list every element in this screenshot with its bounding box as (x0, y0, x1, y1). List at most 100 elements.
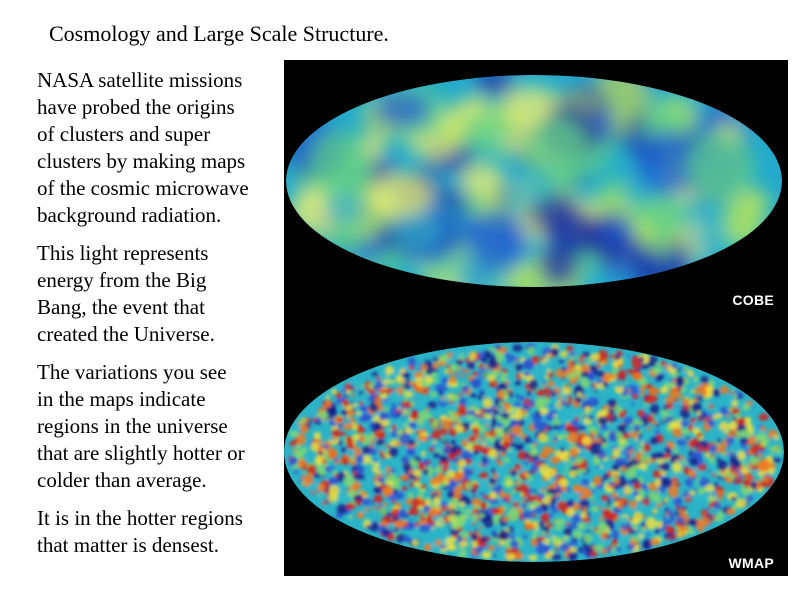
map-fluctuation (640, 363, 650, 370)
map-fluctuation (318, 451, 323, 456)
map-fluctuation (770, 436, 776, 442)
map-fluctuation (495, 457, 500, 463)
map-fluctuation (707, 469, 711, 472)
map-fluctuation (538, 536, 545, 542)
map-fluctuation (601, 494, 609, 502)
map-fluctuation (559, 350, 569, 358)
map-fluctuation (423, 468, 429, 476)
map-fluctuation (685, 478, 693, 487)
map-fluctuation (429, 418, 433, 422)
map-fluctuation (505, 380, 510, 385)
map-fluctuation (450, 403, 457, 408)
map-fluctuation (512, 435, 523, 445)
map-fluctuation (524, 473, 529, 477)
map-fluctuation (590, 431, 596, 437)
map-fluctuation (563, 470, 567, 475)
map-fluctuation (379, 465, 386, 473)
wmap-map (284, 342, 784, 562)
map-fluctuation (680, 371, 686, 375)
map-fluctuation (496, 470, 506, 476)
map-fluctuation (661, 398, 666, 403)
map-fluctuation (299, 417, 306, 424)
map-fluctuation (535, 481, 545, 490)
map-fluctuation (612, 447, 620, 457)
map-fluctuation (507, 509, 519, 522)
map-fluctuation (497, 460, 504, 466)
map-fluctuation (558, 478, 569, 487)
map-fluctuation (673, 402, 682, 411)
map-fluctuation (468, 435, 477, 443)
map-fluctuation (660, 462, 670, 472)
map-fluctuation (341, 494, 352, 504)
map-fluctuation (590, 408, 594, 411)
map-fluctuation (325, 395, 330, 400)
map-fluctuation (635, 502, 645, 510)
map-fluctuation (591, 501, 595, 504)
map-fluctuation (398, 432, 410, 445)
map-fluctuation (645, 517, 657, 530)
map-fluctuation (545, 389, 553, 395)
map-fluctuation (632, 536, 640, 543)
map-fluctuation (728, 399, 733, 403)
map-fluctuation (458, 541, 469, 548)
map-fluctuation (569, 447, 579, 457)
map-fluctuation (406, 447, 415, 456)
map-fluctuation (354, 473, 365, 481)
map-fluctuation (307, 472, 314, 480)
map-fluctuation (379, 412, 390, 421)
map-fluctuation (420, 364, 428, 371)
map-fluctuation (676, 368, 681, 373)
map-fluctuation (624, 425, 636, 434)
map-fluctuation (613, 501, 619, 508)
map-fluctuation (542, 381, 546, 387)
map-fluctuation (329, 484, 340, 497)
map-fluctuation (434, 539, 442, 546)
map-fluctuation (322, 474, 326, 479)
map-fluctuation (522, 535, 528, 539)
map-fluctuation (457, 549, 462, 555)
map-fluctuation (437, 125, 466, 143)
map-fluctuation (569, 540, 579, 547)
map-fluctuation (440, 362, 446, 367)
map-fluctuation (460, 416, 467, 423)
map-fluctuation (492, 409, 499, 415)
map-fluctuation (640, 500, 644, 503)
map-fluctuation (676, 510, 680, 513)
map-fluctuation (493, 471, 497, 475)
map-fluctuation (620, 438, 625, 444)
map-fluctuation (561, 387, 573, 395)
map-fluctuation (483, 431, 492, 438)
map-fluctuation (400, 368, 405, 374)
map-fluctuation (424, 498, 432, 507)
map-fluctuation (510, 449, 516, 453)
map-fluctuation (449, 377, 457, 384)
map-fluctuation (697, 416, 702, 421)
map-fluctuation (548, 513, 554, 518)
map-fluctuation (659, 374, 666, 379)
map-fluctuation (472, 508, 479, 514)
map-fluctuation (525, 499, 529, 503)
map-fluctuation (504, 475, 513, 482)
map-fluctuation (569, 455, 576, 463)
map-fluctuation (492, 553, 496, 557)
map-fluctuation (355, 454, 364, 464)
map-fluctuation (351, 422, 358, 431)
map-fluctuation (408, 492, 414, 499)
map-fluctuation (664, 533, 669, 539)
slide-title: Cosmology and Large Scale Structure. (49, 21, 389, 46)
map-fluctuation (650, 452, 661, 460)
map-fluctuation (613, 379, 625, 388)
map-fluctuation (428, 447, 435, 452)
map-fluctuation (590, 384, 595, 388)
map-fluctuation (494, 414, 502, 420)
map-fluctuation (655, 520, 663, 529)
map-fluctuation (340, 409, 349, 416)
map-fluctuation (657, 390, 661, 394)
map-fluctuation (427, 390, 432, 393)
map-fluctuation (667, 504, 672, 507)
text-line: that are slightly hotter or (37, 441, 245, 465)
map-fluctuation (355, 465, 365, 474)
map-fluctuation (310, 441, 320, 452)
map-fluctuation (569, 547, 577, 553)
map-fluctuation (374, 397, 382, 406)
